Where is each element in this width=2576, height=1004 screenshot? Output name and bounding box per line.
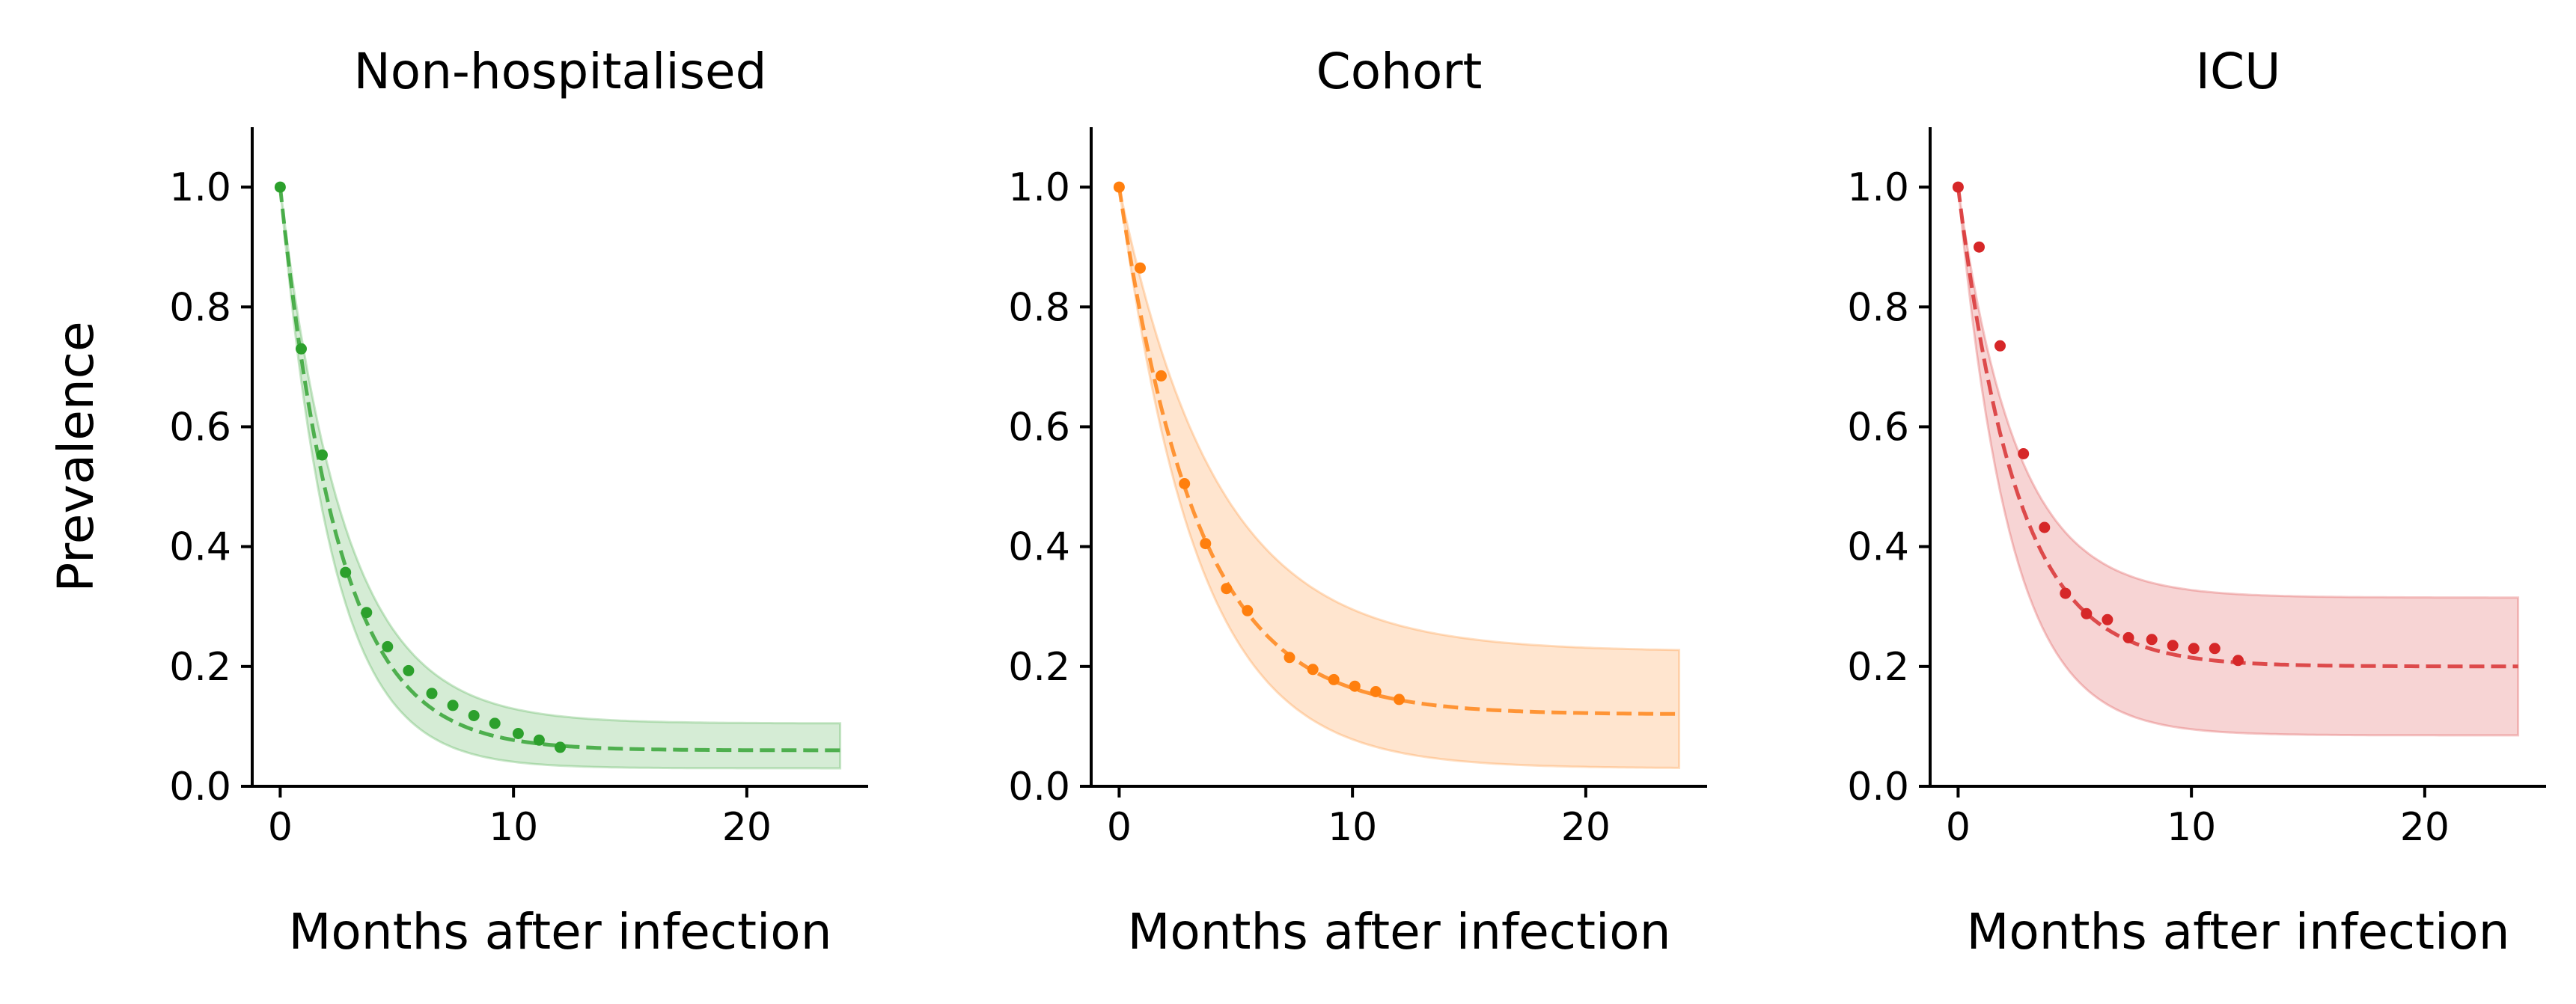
y-tick-label: 1.0: [1847, 165, 1909, 210]
panel-title: Non-hospitalised: [353, 43, 766, 100]
panel-1: 0.0 0.2 0.4 0.6 0.8 1.0 0 10 20 Non-hospitalised M…: [47, 43, 868, 961]
data-point: [2122, 631, 2134, 643]
y-tick-label: 0.8: [1008, 285, 1070, 330]
x-axis-label: Months after infection: [1966, 903, 2509, 961]
data-point: [2209, 643, 2221, 655]
data-point: [2039, 521, 2051, 533]
data-point: [382, 640, 394, 652]
data-point: [555, 741, 566, 753]
y-tick-label: 0.2: [169, 645, 231, 690]
x-tick-label: 10: [489, 805, 538, 850]
data-point: [361, 607, 373, 619]
data-point: [1328, 673, 1340, 685]
panel-3: 0.0 0.2 0.4 0.6 0.8 1.0 0 10 20 ICU Months after i…: [1847, 43, 2546, 961]
data-point: [274, 181, 286, 193]
data-point: [1113, 181, 1125, 193]
y-tick-label: 0.6: [169, 405, 231, 450]
data-point: [2146, 634, 2158, 646]
data-point: [1370, 686, 1382, 697]
data-point: [403, 664, 415, 676]
x-axis-label: Months after infection: [288, 903, 831, 961]
data-point: [512, 728, 524, 739]
data-point: [2188, 643, 2200, 655]
data-point: [1349, 680, 1361, 692]
confidence-band: [1117, 186, 1681, 769]
confidence-band: [1956, 186, 2520, 737]
data-point: [1994, 340, 2006, 352]
data-point: [2018, 448, 2030, 459]
y-tick-label: 0.4: [1847, 525, 1909, 570]
y-tick-label: 1.0: [169, 165, 231, 210]
y-tick-label: 0.6: [1008, 405, 1070, 450]
x-tick-label: 20: [1561, 805, 1611, 850]
y-axis-label: Prevalence: [47, 321, 105, 592]
y-tick-label: 0.6: [1847, 405, 1909, 450]
y-tick-label: 0.8: [169, 285, 231, 330]
x-tick-label: 0: [268, 805, 293, 850]
x-tick-label: 0: [1107, 805, 1132, 850]
data-point: [2081, 607, 2093, 619]
data-point: [1394, 694, 1405, 705]
data-point: [426, 688, 438, 700]
confidence-band: [278, 186, 842, 770]
data-point: [468, 710, 480, 721]
data-point: [2102, 613, 2113, 625]
data-point: [489, 717, 501, 729]
data-point: [1307, 664, 1319, 676]
data-point: [1242, 604, 1254, 616]
y-tick-label: 0.0: [1847, 765, 1909, 809]
panel-2: 0.0 0.2 0.4 0.6 0.8 1.0 0 10 20 Cohort Months afte…: [1008, 43, 1707, 961]
data-point: [296, 343, 307, 355]
data-point: [447, 700, 459, 711]
x-tick-label: 10: [2167, 805, 2216, 850]
data-point: [1221, 583, 1233, 595]
data-point: [1200, 538, 1212, 550]
data-point: [1135, 262, 1146, 274]
y-tick-label: 0.8: [1847, 285, 1909, 330]
y-tick-label: 0.2: [1847, 645, 1909, 690]
y-tick-label: 0.0: [169, 765, 231, 809]
data-point: [2060, 587, 2072, 599]
x-axis-label: Months after infection: [1127, 903, 1670, 961]
x-tick-label: 20: [2400, 805, 2450, 850]
y-tick-label: 1.0: [1008, 165, 1070, 210]
y-tick-label: 0.0: [1008, 765, 1070, 809]
data-point: [533, 734, 545, 746]
y-tick-label: 0.2: [1008, 645, 1070, 690]
data-point: [1156, 370, 1167, 382]
data-point: [1952, 181, 1964, 193]
data-point: [340, 566, 352, 578]
fit-curve: [278, 186, 840, 753]
y-tick-label: 0.4: [169, 525, 231, 570]
fit-curve: [1117, 186, 1679, 716]
data-point: [1179, 478, 1191, 489]
data-point: [2167, 640, 2179, 652]
data-point: [317, 449, 328, 461]
data-point: [1284, 652, 1295, 664]
x-tick-label: 10: [1328, 805, 1377, 850]
panel-title: Cohort: [1316, 43, 1483, 100]
data-point: [1974, 241, 1985, 253]
panel-title: ICU: [2196, 43, 2281, 100]
x-tick-label: 20: [722, 805, 772, 850]
data-point: [2232, 655, 2244, 667]
x-tick-label: 0: [1946, 805, 1971, 850]
y-tick-label: 0.4: [1008, 525, 1070, 570]
